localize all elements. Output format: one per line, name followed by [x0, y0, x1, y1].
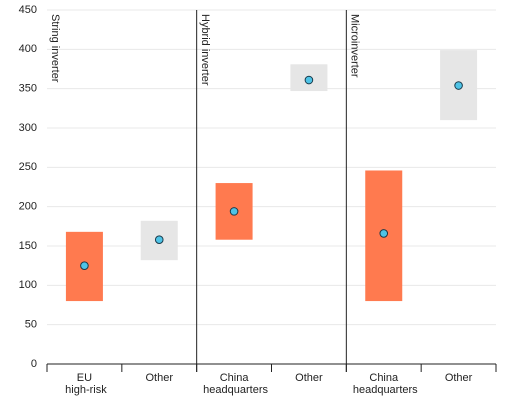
mid-dot	[454, 81, 463, 90]
y-tick-label: 400	[19, 43, 37, 55]
y-tick-label: 300	[19, 122, 37, 134]
panel-label: String inverter	[49, 14, 61, 83]
y-tick-label: 450	[19, 4, 37, 16]
x-tick-label: Other	[295, 372, 323, 384]
y-tick-label: 100	[19, 279, 37, 291]
y-tick-label: 150	[19, 240, 37, 252]
y-tick-label: 0	[31, 358, 37, 370]
y-tick-label: 50	[25, 319, 37, 331]
mid-dot	[154, 235, 164, 245]
mid-dot	[229, 207, 239, 216]
y-tick-label: 200	[19, 201, 37, 213]
x-tick-label: Other	[445, 372, 473, 384]
x-tick-label: EU high-risk	[62, 372, 107, 396]
panel-label: Hybrid inverter	[199, 14, 211, 86]
x-tick-label: Other	[145, 372, 173, 384]
y-tick-label: 250	[19, 161, 37, 173]
mid-dot	[304, 75, 314, 85]
x-tick-label: China headquarters	[350, 372, 418, 396]
y-tick-label: 350	[19, 83, 37, 95]
mid-dot	[80, 261, 89, 270]
mid-dot	[379, 229, 389, 238]
x-tick-label: China headquarters	[200, 372, 268, 396]
panel-label: Microinverter	[348, 14, 360, 78]
